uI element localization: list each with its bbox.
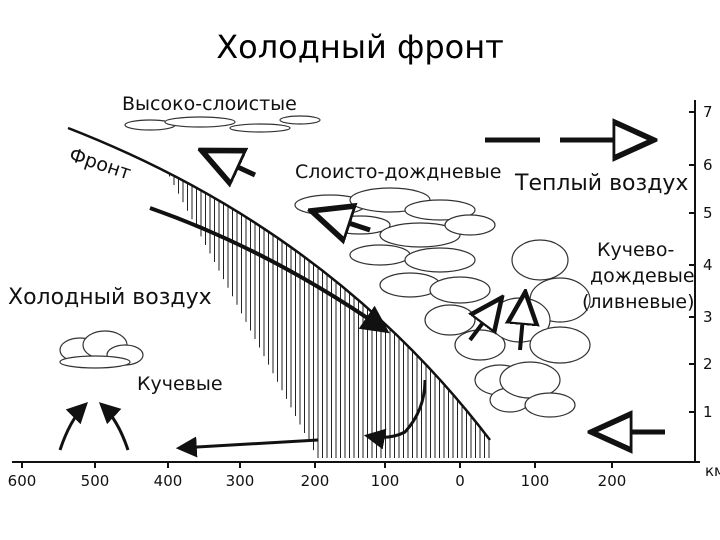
cloud-puff <box>279 115 321 125</box>
cloud-puff <box>404 247 476 273</box>
cloud-puff <box>524 392 576 418</box>
cloud-puff <box>164 116 236 128</box>
cloud-puff <box>429 276 491 304</box>
x-tick-label: 0 <box>455 472 465 490</box>
x-tick-label: 200 <box>598 472 627 490</box>
y-tick-label: 5 <box>703 204 713 222</box>
y-tick-label: 7 <box>703 103 713 121</box>
cloud-puff <box>444 214 496 236</box>
cloud-puff <box>424 304 476 336</box>
label: Кучевые <box>137 373 223 395</box>
front-line <box>67 126 491 441</box>
label: Слоисто-дождневые <box>295 161 501 183</box>
arrows <box>58 140 665 458</box>
x-tick-label: 100 <box>371 472 400 490</box>
cloud-puff <box>229 123 291 133</box>
x-tick-label: 100 <box>521 472 550 490</box>
label: Теплый воздух <box>514 171 688 196</box>
clouds <box>59 115 591 418</box>
label: Высоко-слоистые <box>122 93 297 115</box>
x-tick-label: 200 <box>301 472 330 490</box>
x-tick-label: 600 <box>8 472 37 490</box>
label: Кучево- <box>597 239 674 261</box>
axis-unit: км <box>705 462 720 480</box>
y-tick-label: 3 <box>703 308 713 326</box>
y-tick-label: 1 <box>703 403 713 421</box>
cloud-puff <box>59 355 131 369</box>
x-tick-label: 500 <box>81 472 110 490</box>
cloud-puff <box>349 244 411 266</box>
label: Холодный воздух <box>8 285 212 310</box>
cloud-puff <box>511 239 569 281</box>
title: Холодный фронт <box>216 28 504 66</box>
cloud-puff <box>379 222 461 248</box>
cloud-puff <box>404 199 476 221</box>
y-tick-label: 2 <box>703 355 713 373</box>
label: (ливневые) <box>582 291 695 313</box>
y-tick-label: 4 <box>703 256 713 274</box>
y-tick-label: 6 <box>703 156 713 174</box>
label: дождевые <box>590 265 695 287</box>
label: Фронт <box>66 144 133 185</box>
x-tick-label: 400 <box>154 472 183 490</box>
cloud-puff <box>529 326 591 364</box>
x-tick-label: 300 <box>226 472 255 490</box>
